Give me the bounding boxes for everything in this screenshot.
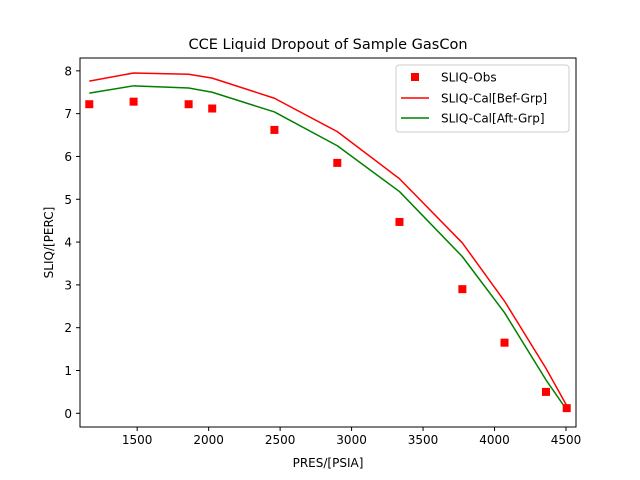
series-line-2 bbox=[89, 85, 568, 411]
y-tick-label: 5 bbox=[64, 193, 72, 207]
x-axis-label: PRES/[PSIA] bbox=[293, 456, 364, 470]
y-tick-label: 7 bbox=[64, 107, 72, 121]
obs-point bbox=[395, 217, 404, 226]
x-tick-label: 2000 bbox=[193, 433, 224, 447]
obs-point bbox=[184, 100, 193, 109]
series-line-1 bbox=[89, 72, 568, 406]
legend-label-obs: SLIQ-Obs bbox=[441, 71, 497, 85]
legend-label-aft: SLIQ-Cal[Aft-Grp] bbox=[441, 112, 545, 126]
y-tick-label: 6 bbox=[64, 150, 72, 164]
x-tick-label: 3000 bbox=[336, 433, 367, 447]
x-axis-ticks: 1500 2000 2500 3000 3500 4000 4500 bbox=[122, 427, 581, 447]
obs-point bbox=[208, 104, 217, 113]
legend-marker-obs bbox=[411, 73, 419, 81]
legend: SLIQ-Obs SLIQ-Cal[Bef-Grp] SLIQ-Cal[Aft-… bbox=[395, 64, 570, 133]
y-axis-label: SLIQ/[PERC] bbox=[42, 207, 56, 279]
y-tick-label: 8 bbox=[64, 64, 72, 78]
obs-point bbox=[270, 125, 279, 134]
x-tick-label: 1500 bbox=[122, 433, 153, 447]
x-tick-label: 4000 bbox=[479, 433, 510, 447]
obs-point bbox=[129, 97, 138, 106]
y-tick-label: 0 bbox=[64, 407, 72, 421]
y-tick-label: 3 bbox=[64, 278, 72, 292]
obs-point bbox=[85, 100, 94, 109]
obs-point bbox=[458, 285, 467, 294]
y-tick-label: 4 bbox=[64, 236, 72, 250]
chart-title: CCE Liquid Dropout of Sample GasCon bbox=[188, 37, 467, 53]
legend-label-bef: SLIQ-Cal[Bef-Grp] bbox=[441, 92, 547, 106]
y-axis-ticks: 0 1 2 3 4 5 6 7 8 bbox=[64, 64, 80, 421]
x-tick-label: 4500 bbox=[551, 433, 582, 447]
series-layer bbox=[85, 72, 571, 413]
legend-box bbox=[395, 64, 570, 133]
x-tick-label: 2500 bbox=[265, 433, 296, 447]
y-tick-label: 1 bbox=[64, 364, 72, 378]
x-tick-label: 3500 bbox=[408, 433, 439, 447]
y-tick-label: 2 bbox=[64, 321, 72, 335]
obs-point bbox=[333, 158, 342, 167]
obs-point bbox=[541, 387, 550, 396]
obs-point bbox=[500, 338, 509, 347]
obs-point bbox=[562, 404, 571, 413]
